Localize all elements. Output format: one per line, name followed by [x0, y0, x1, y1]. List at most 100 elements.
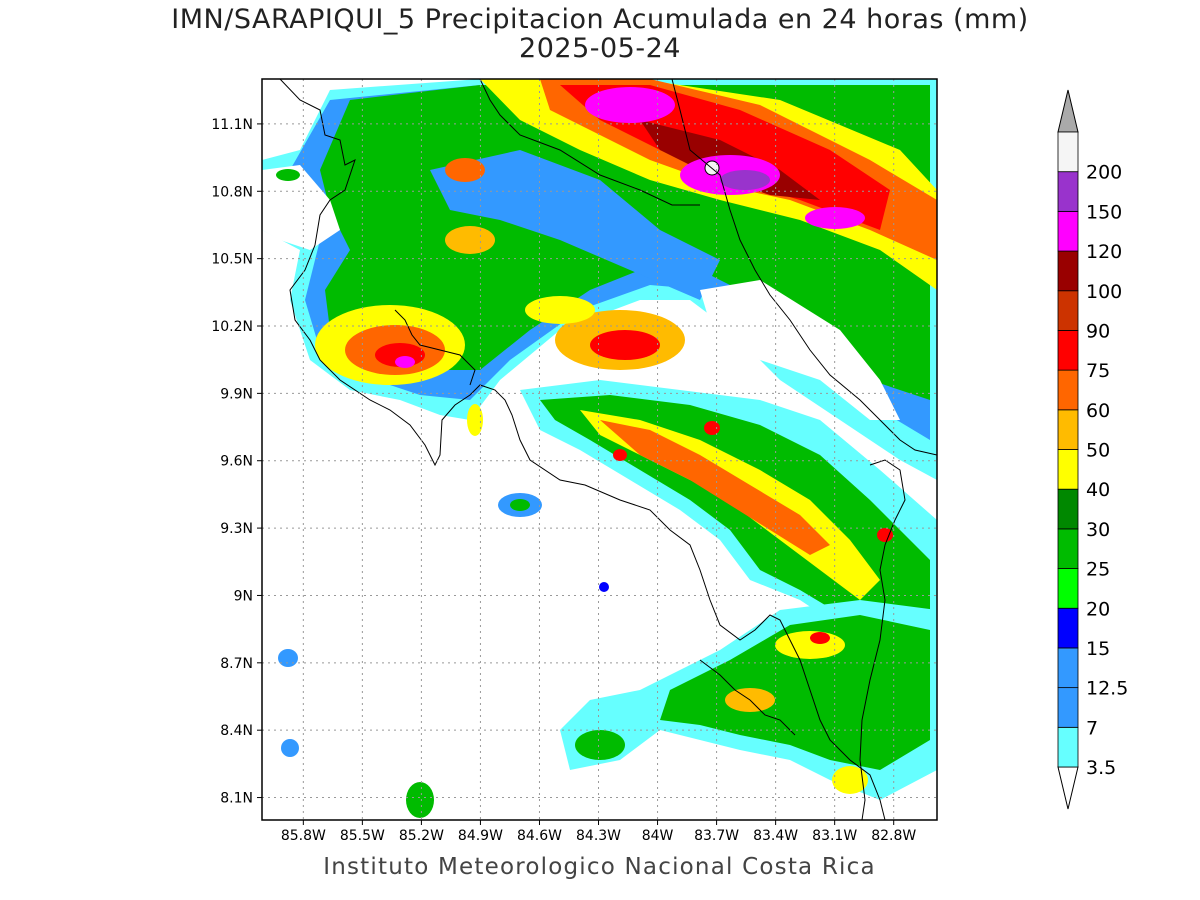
lat-tick-label: 11.1N — [211, 117, 253, 133]
colorbar-swatch — [1057, 488, 1079, 530]
lon-tick-label: 84W — [642, 828, 674, 844]
precip-band-south-green — [540, 395, 930, 670]
colorbar-label: 50 — [1086, 440, 1110, 462]
colorbar-swatch — [1057, 210, 1079, 252]
colorbar-label: 150 — [1086, 201, 1122, 223]
precip-band-south-orange — [600, 420, 830, 555]
colorbar-label: 12.5 — [1086, 678, 1128, 700]
colorbar-label: 100 — [1086, 281, 1122, 303]
colorbar-swatch — [1057, 369, 1079, 411]
precip-cell-iso-2 — [278, 649, 298, 667]
lat-tick-label: 8.7N — [220, 656, 253, 672]
precip-cell-osa-4 — [575, 730, 625, 760]
precip-max-purple — [720, 170, 770, 190]
precip-cell-north-2 — [445, 158, 485, 182]
lon-tick-label: 84.3W — [576, 828, 621, 844]
colorbar: 3.5 7 12.5 15 20 25 30 40 50 60 75 90 100 120 150 200 — [1057, 89, 1128, 810]
coastline-osa — [699, 659, 796, 736]
precip-band-osa-green — [660, 615, 930, 770]
colorbar-over-arrow — [1057, 89, 1079, 133]
coastline-pacific-north — [279, 79, 886, 820]
lat-tick-label: 9.6N — [220, 454, 253, 470]
lat-tick-label: 9.9N — [220, 386, 253, 402]
colorbar-label: 90 — [1086, 320, 1110, 342]
plot-frame — [261, 78, 938, 821]
footer-credit: Instituto Meteorologico Nacional Costa R… — [323, 854, 876, 880]
lon-tick-label: 85.2W — [399, 828, 444, 844]
border-nicaragua — [479, 79, 700, 206]
colorbar-label: 200 — [1086, 162, 1122, 184]
colorbar-label: 60 — [1086, 400, 1110, 422]
precip-void-nw — [262, 165, 340, 250]
lat-tick-label: 8.1N — [220, 791, 253, 807]
coastline-gulf-nicoya — [394, 309, 476, 386]
precip-cell-south-red-3 — [877, 528, 893, 542]
colorbar-label: 15 — [1086, 638, 1110, 660]
colorbar-swatch — [1057, 607, 1079, 649]
precip-cell-south-red-1 — [704, 421, 720, 435]
coastline-caribbean — [671, 79, 937, 456]
border-panama — [859, 459, 906, 820]
precip-cell-central-red — [590, 330, 660, 360]
lat-tick-label: 9.3N — [220, 521, 253, 537]
colorbar-swatch — [1057, 449, 1079, 490]
colorbar-swatch — [1057, 290, 1079, 331]
chart-title: IMN/SARAPIQUI_5 Precipitacion Acumulada … — [171, 4, 1029, 35]
precip-cell-north-3 — [525, 296, 595, 324]
precip-max-magenta-1 — [585, 87, 675, 123]
colorbar-swatch — [1057, 726, 1079, 768]
coastlines — [279, 79, 937, 820]
colorbar-swatch — [1057, 409, 1079, 450]
lon-tick-label: 84.9W — [458, 828, 503, 844]
lon-axis: 85.8W 85.5W 85.2W 84.9W 84.6W 84.3W 84W 83.7W 83… — [281, 820, 916, 844]
precip-cell-nicoya-mag — [395, 356, 415, 368]
lon-tick-label: 82.8W — [871, 828, 916, 844]
colorbar-label: 7 — [1086, 717, 1098, 739]
grid-lines — [262, 79, 937, 820]
lat-tick-label: 10.8N — [211, 184, 253, 200]
colorbar-swatch — [1057, 171, 1079, 212]
precip-cell-osa-3 — [832, 766, 868, 794]
colorbar-swatch — [1057, 647, 1079, 689]
lon-tick-label: 85.5W — [340, 828, 385, 844]
precip-void-ne — [700, 280, 900, 420]
precip-cell-iso-5 — [599, 582, 609, 592]
colorbar-label: 40 — [1086, 479, 1110, 501]
precip-cell-south-red-2 — [613, 449, 627, 461]
colorbar-swatch — [1057, 131, 1079, 173]
lat-tick-label: 10.5N — [211, 252, 253, 268]
precip-cell-iso-7 — [276, 169, 300, 181]
colorbar-label: 120 — [1086, 241, 1122, 263]
lon-tick-label: 84.6W — [517, 828, 562, 844]
precip-cell-osa-5 — [810, 632, 830, 644]
colorbar-under-arrow — [1057, 766, 1079, 810]
lat-tick-label: 8.4N — [220, 723, 253, 739]
lon-tick-label: 83.4W — [753, 828, 798, 844]
precip-cell-iso-3 — [281, 739, 299, 757]
lat-axis: 8.1N 8.4N 8.7N 9N 9.3N 9.6N 9.9N 10.2N 10.5N 10.8… — [211, 117, 262, 807]
colorbar-swatch — [1057, 528, 1079, 569]
colorbar-swatch — [1057, 687, 1079, 728]
lon-tick-label: 85.8W — [281, 828, 326, 844]
colorbar-swatch — [1057, 330, 1079, 371]
lon-tick-label: 83.1W — [812, 828, 857, 844]
colorbar-label: 30 — [1086, 519, 1110, 541]
precip-cell-north-1 — [445, 226, 495, 254]
colorbar-swatch — [1057, 568, 1079, 609]
precip-band-north-blue2 — [430, 150, 720, 300]
colorbar-label: 75 — [1086, 360, 1110, 382]
colorbar-swatch — [1057, 250, 1079, 292]
precip-cell-iso-6 — [467, 404, 483, 436]
chart-date: 2025-05-24 — [519, 33, 681, 64]
lat-tick-label: 10.2N — [211, 319, 253, 335]
colorbar-label: 25 — [1086, 559, 1110, 581]
precip-cell-iso-4 — [406, 782, 434, 818]
precip-field — [262, 79, 937, 818]
colorbar-label: 3.5 — [1086, 757, 1116, 779]
lon-tick-label: 83.7W — [694, 828, 739, 844]
precip-cell-iso-1b — [510, 499, 530, 511]
colorbar-label: 20 — [1086, 598, 1110, 620]
lat-tick-label: 9N — [234, 588, 253, 604]
precip-cell-osa-1 — [775, 631, 845, 659]
